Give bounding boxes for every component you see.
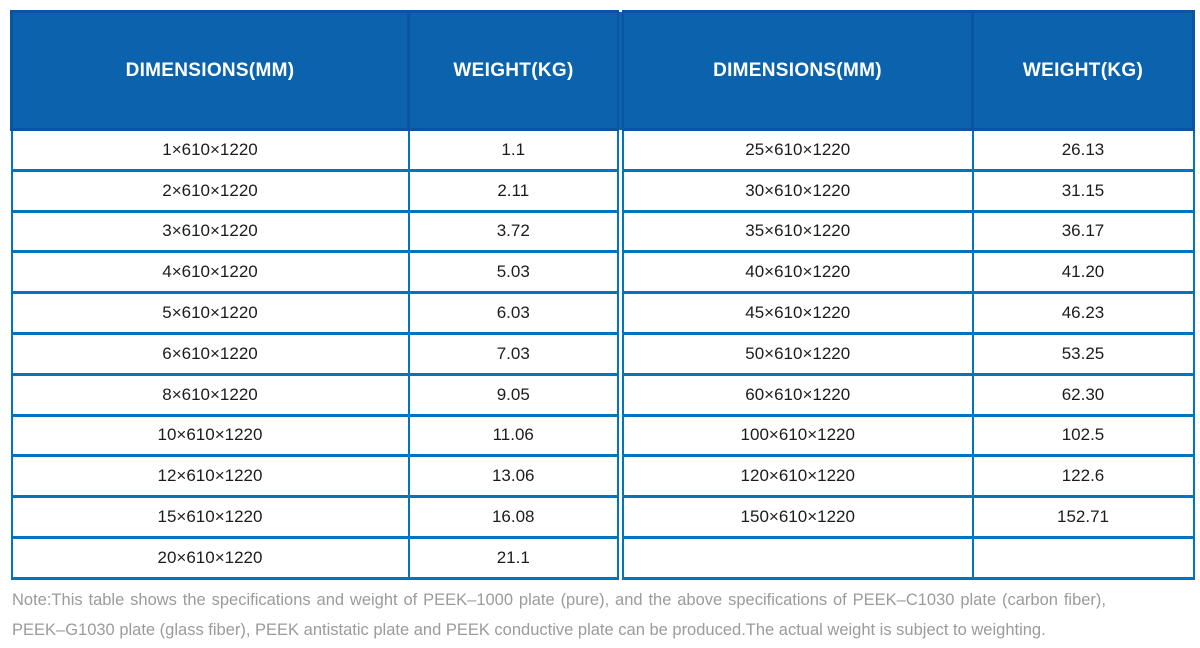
dimension-cell: 60×610×1220 bbox=[617, 372, 974, 417]
weight-cell: 102.5 bbox=[971, 413, 1195, 458]
spec-table-container: DIMENSIONS(MM) WEIGHT(KG) DIMENSIONS(MM)… bbox=[10, 10, 1195, 580]
table-row: 6×610×1220 7.03 50×610×1220 53.25 bbox=[10, 331, 1195, 376]
table-row: 10×610×1220 11.06 100×610×1220 102.5 bbox=[10, 413, 1195, 458]
weight-cell: 2.11 bbox=[407, 168, 622, 213]
dimension-cell: 4×610×1220 bbox=[10, 250, 410, 295]
dimension-cell: 120×610×1220 bbox=[617, 454, 974, 499]
weight-cell: 11.06 bbox=[407, 413, 622, 458]
table-row: 3×610×1220 3.72 35×610×1220 36.17 bbox=[10, 209, 1195, 254]
table-row: 2×610×1220 2.11 30×610×1220 31.15 bbox=[10, 168, 1195, 213]
table-row: 1×610×1220 1.1 25×610×1220 26.13 bbox=[10, 128, 1195, 172]
weight-cell: 122.6 bbox=[971, 454, 1195, 499]
dimension-cell: 30×610×1220 bbox=[617, 168, 974, 213]
weight-cell: 16.08 bbox=[407, 495, 622, 539]
dimension-cell: 35×610×1220 bbox=[617, 209, 974, 254]
header-dimensions-left: DIMENSIONS(MM) bbox=[10, 10, 410, 131]
weight-cell: 9.05 bbox=[407, 372, 622, 417]
weight-cell: 46.23 bbox=[971, 291, 1195, 335]
table-row: 20×610×1220 21.1 bbox=[10, 535, 1195, 580]
weight-cell: 152.71 bbox=[971, 495, 1195, 539]
dimension-cell-empty bbox=[617, 535, 974, 580]
weight-cell: 13.06 bbox=[407, 454, 622, 499]
dimension-cell: 45×610×1220 bbox=[617, 291, 974, 335]
table-row: 5×610×1220 6.03 45×610×1220 46.23 bbox=[10, 291, 1195, 335]
table-row: 15×610×1220 16.08 150×610×1220 152.71 bbox=[10, 495, 1195, 539]
dimension-cell: 20×610×1220 bbox=[10, 535, 410, 580]
dimension-cell: 3×610×1220 bbox=[10, 209, 410, 254]
footnote: Note:This table shows the specifications… bbox=[12, 591, 1106, 639]
dimension-cell: 25×610×1220 bbox=[617, 128, 974, 172]
weight-cell: 26.13 bbox=[971, 128, 1195, 172]
weight-cell: 3.72 bbox=[407, 209, 622, 254]
dimension-cell: 10×610×1220 bbox=[10, 413, 410, 458]
dimension-cell: 8×610×1220 bbox=[10, 372, 410, 417]
dimension-cell: 100×610×1220 bbox=[617, 413, 974, 458]
dimension-cell: 2×610×1220 bbox=[10, 168, 410, 213]
header-dimensions-right: DIMENSIONS(MM) bbox=[617, 10, 974, 131]
weight-cell: 6.03 bbox=[407, 291, 622, 335]
header-row: DIMENSIONS(MM) WEIGHT(KG) DIMENSIONS(MM)… bbox=[10, 10, 1195, 131]
dimension-cell: 15×610×1220 bbox=[10, 495, 410, 539]
table-row: 12×610×1220 13.06 120×610×1220 122.6 bbox=[10, 454, 1195, 499]
weight-cell: 41.20 bbox=[971, 250, 1195, 295]
dimension-cell: 1×610×1220 bbox=[10, 128, 410, 172]
weight-cell: 7.03 bbox=[407, 331, 622, 376]
table-body: 1×610×1220 1.1 25×610×1220 26.13 2×610×1… bbox=[10, 128, 1195, 580]
weight-cell: 36.17 bbox=[971, 209, 1195, 254]
header-weight-right: WEIGHT(KG) bbox=[971, 10, 1195, 131]
weight-cell: 5.03 bbox=[407, 250, 622, 295]
weight-cell: 53.25 bbox=[971, 331, 1195, 376]
weight-cell: 62.30 bbox=[971, 372, 1195, 417]
weight-cell: 21.1 bbox=[407, 535, 622, 580]
table-row: 8×610×1220 9.05 60×610×1220 62.30 bbox=[10, 372, 1195, 417]
weight-cell: 31.15 bbox=[971, 168, 1195, 213]
dimension-cell: 12×610×1220 bbox=[10, 454, 410, 499]
peek-spec-table: DIMENSIONS(MM) WEIGHT(KG) DIMENSIONS(MM)… bbox=[10, 10, 1195, 580]
table-row: 4×610×1220 5.03 40×610×1220 41.20 bbox=[10, 250, 1195, 295]
dimension-cell: 50×610×1220 bbox=[617, 331, 974, 376]
weight-cell: 1.1 bbox=[407, 128, 622, 172]
table-header: DIMENSIONS(MM) WEIGHT(KG) DIMENSIONS(MM)… bbox=[10, 10, 1195, 131]
header-weight-left: WEIGHT(KG) bbox=[407, 10, 622, 131]
weight-cell-empty bbox=[971, 535, 1195, 580]
dimension-cell: 40×610×1220 bbox=[617, 250, 974, 295]
dimension-cell: 5×610×1220 bbox=[10, 291, 410, 335]
dimension-cell: 6×610×1220 bbox=[10, 331, 410, 376]
dimension-cell: 150×610×1220 bbox=[617, 495, 974, 539]
